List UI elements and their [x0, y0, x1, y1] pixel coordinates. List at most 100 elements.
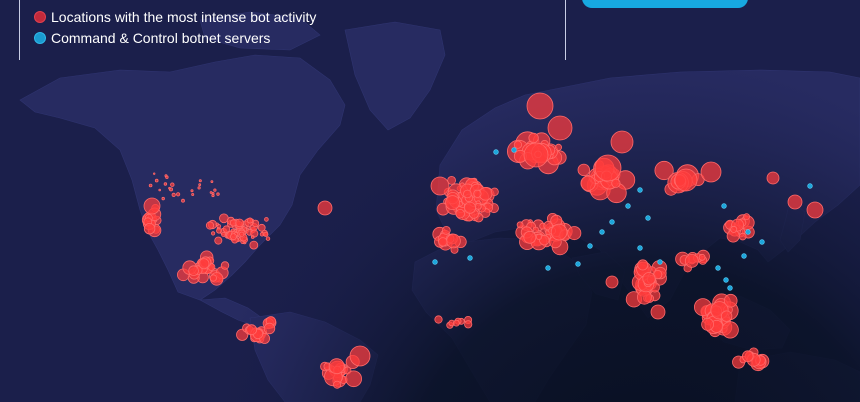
bot-activity-marker [143, 197, 161, 215]
bot-activity-marker [148, 183, 153, 188]
legend-label-cnc-servers: Command & Control botnet servers [51, 29, 271, 46]
bot-activity-marker [642, 272, 656, 286]
divider-left [19, 0, 20, 60]
bot-activity-marker [210, 180, 214, 184]
cnc-server-marker [637, 245, 643, 251]
bot-activity-marker [513, 140, 523, 149]
bot-activity-marker [605, 275, 619, 289]
bot-activity-marker [197, 186, 201, 190]
legend-label-bot-activity: Locations with the most intense bot acti… [51, 8, 317, 25]
bot-activity-marker [700, 161, 722, 183]
bot-activity-marker [239, 231, 245, 237]
bot-activity-marker [349, 345, 371, 367]
bot-activity-marker [674, 168, 698, 192]
cnc-server-layer [432, 147, 813, 291]
bot-activity-marker [720, 310, 733, 322]
bot-activity-marker [152, 172, 156, 175]
bot-activity-marker [220, 261, 230, 270]
bot-activity-marker [701, 317, 714, 331]
bot-activity-marker [723, 293, 738, 308]
bot-activity-marker [743, 213, 750, 221]
cnc-server-marker [511, 147, 517, 153]
bot-activity-marker [806, 201, 824, 219]
map-legend: Locations with the most intense bot acti… [34, 6, 316, 48]
bot-activity-marker [730, 225, 738, 233]
accent-pill-button[interactable] [582, 0, 748, 8]
bot-activity-marker [249, 240, 259, 250]
bot-activity-marker [526, 92, 554, 120]
bot-activity-marker [154, 178, 159, 183]
bot-activity-marker [721, 321, 739, 339]
bot-activity-marker [333, 380, 342, 389]
bot-activity-marker [528, 132, 539, 144]
bot-activity-marker [170, 182, 175, 187]
bot-activity-layer [141, 92, 824, 389]
bot-activity-marker [441, 225, 451, 235]
bot-activity-marker [264, 217, 269, 222]
bot-activity-marker [610, 130, 634, 154]
bot-activity-marker [265, 236, 271, 241]
bot-activity-marker [211, 231, 216, 236]
bot-activity-marker [176, 192, 181, 197]
cnc-server-marker [575, 261, 581, 267]
bot-activity-marker [181, 198, 185, 203]
bot-activity-marker [168, 186, 171, 190]
bot-activity-marker [535, 233, 543, 240]
bot-activity-marker [580, 175, 596, 191]
bot-activity-marker [188, 265, 199, 277]
bot-activity-marker [555, 143, 563, 151]
cnc-server-marker [609, 219, 615, 225]
bot-activity-marker [446, 233, 461, 249]
bot-activity-marker [345, 370, 363, 388]
bot-activity-marker [447, 175, 457, 185]
bot-activity-marker [317, 200, 333, 216]
blue-dot-icon [34, 31, 46, 44]
bot-activity-marker [473, 189, 482, 198]
cnc-server-marker [745, 229, 751, 235]
bot-activity-marker [547, 115, 573, 141]
bot-activity-marker [455, 208, 465, 219]
cnc-server-marker [721, 203, 727, 209]
bot-activity-marker [213, 188, 217, 192]
cnc-server-marker [545, 265, 551, 271]
bot-activity-marker [198, 183, 202, 187]
bot-activity-marker [464, 320, 473, 329]
bot-activity-marker [246, 225, 250, 230]
bot-activity-marker [221, 232, 226, 237]
bot-activity-marker [246, 217, 253, 224]
bot-activity-marker [198, 258, 210, 270]
cnc-server-marker [645, 215, 651, 221]
cnc-server-marker [727, 285, 733, 291]
cnc-server-marker [723, 277, 729, 283]
bot-activity-marker [766, 171, 780, 185]
cnc-server-marker [637, 187, 643, 193]
bot-activity-marker [263, 231, 269, 237]
bot-activity-marker [532, 226, 539, 234]
cnc-server-marker [715, 265, 721, 271]
bot-activity-marker [191, 192, 195, 196]
bot-activity-marker [594, 154, 622, 182]
bot-activity-marker [215, 222, 219, 226]
cnc-server-marker [807, 183, 813, 189]
bot-activity-marker [205, 221, 215, 230]
bot-activity-marker [171, 192, 176, 197]
bot-activity-marker [211, 193, 215, 198]
bot-activity-marker [198, 179, 202, 183]
cnc-server-marker [467, 255, 473, 261]
bot-activity-marker [158, 188, 162, 192]
bot-activity-marker [611, 178, 621, 188]
bot-activity-marker [190, 189, 194, 193]
bot-activity-marker [235, 218, 244, 228]
bot-activity-marker [257, 223, 266, 232]
bot-activity-marker [246, 324, 258, 336]
legend-item-bot-activity: Locations with the most intense bot acti… [34, 6, 316, 27]
bot-activity-marker [230, 233, 237, 241]
bot-activity-marker [550, 223, 568, 241]
bot-activity-marker [250, 235, 255, 239]
red-dot-icon [34, 10, 46, 23]
bot-activity-marker [637, 289, 652, 305]
bot-activity-marker [577, 163, 591, 177]
